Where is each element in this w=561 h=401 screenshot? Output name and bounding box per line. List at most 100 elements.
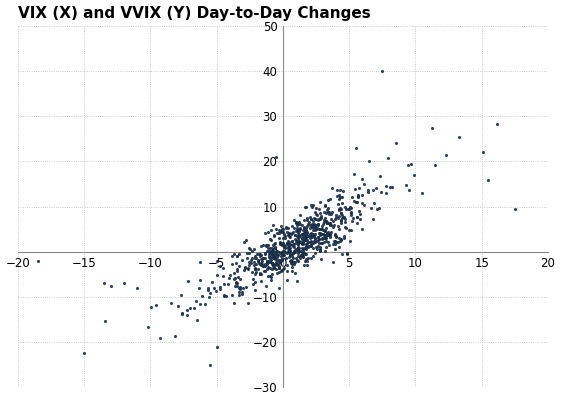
Point	[298, 251, 307, 257]
Point	[256, 253, 265, 259]
Point	[263, 266, 272, 272]
Point	[335, 193, 344, 200]
Point	[289, 249, 298, 255]
Point	[279, 241, 288, 248]
Point	[298, 240, 307, 246]
Point	[298, 235, 307, 242]
Point	[291, 246, 300, 252]
Point	[330, 240, 339, 247]
Point	[300, 233, 309, 240]
Point	[319, 231, 328, 237]
Point	[268, 254, 277, 260]
Point	[306, 238, 315, 245]
Point	[291, 246, 300, 253]
Point	[207, 279, 216, 285]
Point	[298, 252, 307, 259]
Point	[265, 264, 274, 271]
Point	[278, 249, 287, 256]
Point	[242, 255, 251, 261]
Point	[309, 240, 318, 247]
Point	[298, 254, 307, 260]
Point	[311, 205, 320, 212]
Point	[299, 239, 308, 245]
Point	[315, 225, 324, 232]
Point	[319, 227, 328, 233]
Point	[293, 258, 302, 265]
Point	[312, 238, 321, 245]
Point	[263, 245, 272, 251]
Point	[311, 225, 320, 232]
Point	[291, 219, 300, 225]
Point	[277, 223, 286, 229]
Point	[268, 252, 277, 258]
Point	[299, 245, 308, 251]
Point	[316, 199, 325, 205]
Point	[375, 205, 384, 211]
Point	[277, 252, 286, 258]
Point	[324, 209, 333, 215]
Point	[334, 225, 343, 232]
Point	[271, 239, 280, 246]
Point	[267, 251, 276, 257]
Point	[173, 303, 182, 310]
Point	[272, 226, 280, 233]
Point	[273, 230, 282, 237]
Point	[235, 275, 244, 282]
Point	[280, 249, 289, 255]
Point	[312, 222, 321, 228]
Point	[262, 241, 271, 248]
Point	[274, 265, 283, 271]
Point	[271, 245, 280, 251]
Point	[266, 249, 275, 256]
Point	[300, 262, 309, 269]
Point	[263, 259, 272, 265]
Point	[304, 243, 313, 249]
Point	[309, 202, 318, 208]
Point	[292, 233, 301, 240]
Point	[250, 287, 259, 294]
Point	[346, 212, 355, 219]
Point	[343, 206, 352, 212]
Point	[269, 247, 278, 253]
Point	[330, 216, 339, 223]
Point	[245, 259, 254, 265]
Point	[249, 280, 257, 287]
Point	[302, 223, 311, 229]
Point	[276, 259, 285, 265]
Point	[286, 252, 295, 258]
Point	[238, 284, 247, 291]
Point	[345, 204, 354, 211]
Point	[255, 271, 264, 277]
Point	[322, 217, 331, 224]
Point	[259, 255, 268, 261]
Point	[335, 237, 344, 244]
Point	[293, 237, 302, 243]
Point	[352, 214, 361, 220]
Point	[291, 219, 300, 225]
Point	[264, 241, 273, 248]
Point	[288, 238, 297, 244]
Point	[323, 219, 332, 225]
Point	[318, 223, 327, 230]
Point	[493, 121, 502, 128]
Point	[263, 258, 272, 265]
Point	[269, 222, 278, 229]
Point	[324, 196, 333, 203]
Point	[292, 221, 301, 228]
Point	[351, 145, 360, 151]
Point	[223, 281, 232, 287]
Point	[309, 215, 318, 221]
Point	[251, 269, 260, 275]
Point	[331, 239, 340, 245]
Point	[253, 251, 262, 257]
Point	[329, 241, 338, 247]
Point	[255, 251, 264, 257]
Point	[307, 215, 316, 222]
Point	[265, 245, 274, 251]
Point	[195, 285, 204, 291]
Point	[310, 249, 319, 256]
Point	[320, 228, 329, 235]
Point	[286, 247, 295, 254]
Point	[302, 233, 311, 239]
Point	[341, 223, 350, 230]
